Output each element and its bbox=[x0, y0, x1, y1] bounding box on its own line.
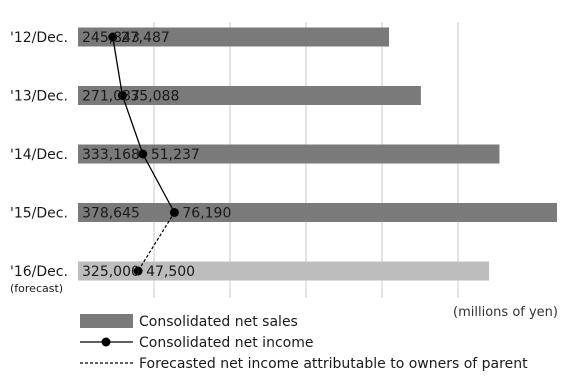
bar-sales-3 bbox=[78, 203, 557, 222]
point-net-income-1 bbox=[117, 91, 127, 100]
bar-value-label-2: 333,168 bbox=[82, 147, 140, 163]
bars bbox=[78, 27, 557, 281]
income-lines bbox=[108, 32, 179, 276]
bar-value-label-0: 245,843 bbox=[82, 30, 140, 46]
legend-swatch-sales bbox=[80, 314, 133, 328]
bar-value-label-1: 271,037 bbox=[82, 89, 140, 105]
category-note-4: (forecast) bbox=[10, 282, 63, 295]
legend: Consolidated net sales Consolidated net i… bbox=[80, 314, 528, 372]
income-value-label-1: 35,088 bbox=[130, 89, 179, 105]
bar-sales-1 bbox=[78, 86, 421, 105]
point-net-income-0 bbox=[108, 32, 118, 42]
bar-value-label-3: 378,645 bbox=[82, 206, 140, 222]
category-label-0: '12/Dec. bbox=[10, 30, 68, 46]
category-label-3: '15/Dec. bbox=[10, 206, 68, 222]
bar-value-label-4: 325,000 bbox=[82, 264, 140, 280]
legend-label-sales: Consolidated net sales bbox=[139, 314, 298, 330]
bar-sales-4 bbox=[78, 261, 490, 281]
income-value-label-3: 76,190 bbox=[182, 206, 231, 222]
unit-label: (millions of yen) bbox=[453, 305, 558, 320]
legend-label-income: Consolidated net income bbox=[139, 335, 313, 351]
point-net-income-2 bbox=[138, 149, 148, 159]
category-label-4: '16/Dec. bbox=[10, 264, 68, 280]
bar-sales-0 bbox=[78, 27, 390, 47]
point-net-income-3 bbox=[169, 208, 179, 217]
legend-label-forecast: Forecasted net income attributable to ow… bbox=[139, 356, 528, 372]
category-label-2: '14/Dec. bbox=[10, 147, 68, 163]
line-forecast bbox=[137, 212, 175, 272]
income-value-label-2: 51,237 bbox=[151, 147, 200, 163]
point-forecast bbox=[133, 266, 143, 276]
legend-marker-income bbox=[101, 337, 111, 347]
line-net-income bbox=[112, 36, 175, 213]
labels: 245,843 271,037 333,168 378,645 325,000 '12/D… bbox=[10, 30, 231, 295]
income-value-label-0: 27,487 bbox=[121, 30, 170, 46]
forecast-value-label: 47,500 bbox=[146, 264, 195, 280]
category-label-1: '13/Dec. bbox=[10, 89, 68, 105]
bar-sales-2 bbox=[78, 144, 500, 164]
